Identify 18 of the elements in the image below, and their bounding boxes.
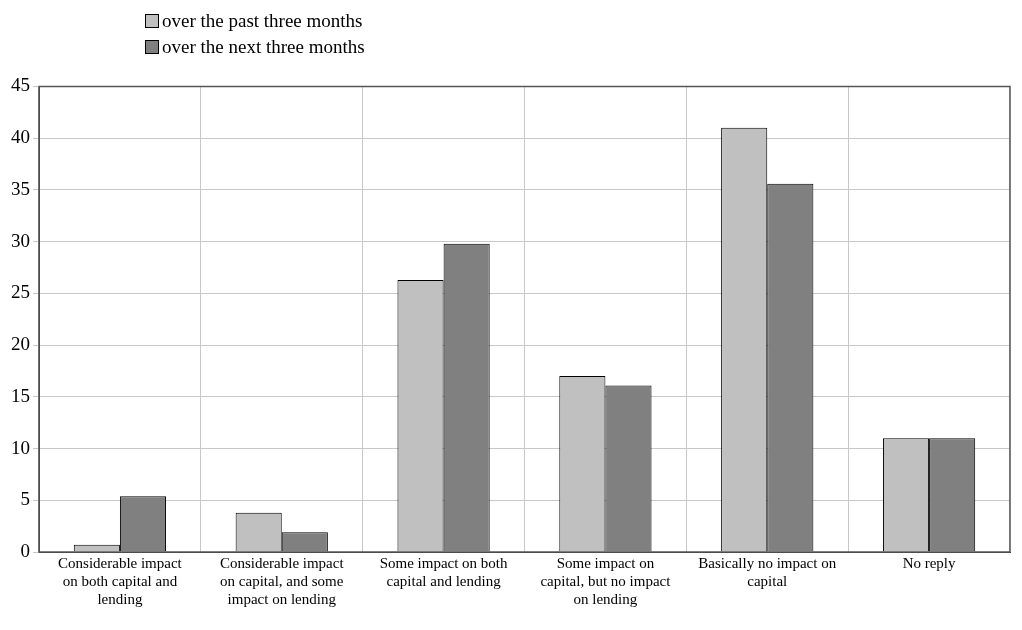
x-tick-label: No reply: [902, 554, 957, 571]
legend-label: over the next three months: [162, 35, 365, 59]
x-tick-label: Basically no impact on capital: [698, 554, 837, 589]
x-tick-label: Some impact on capital, but no impact on lending: [540, 554, 672, 607]
y-tick-label: 10: [11, 436, 30, 458]
x-tick-label: Considerable impact on both capital and lending: [58, 554, 183, 607]
y-tick-label: 45: [11, 74, 30, 96]
y-tick-label: 40: [11, 126, 30, 148]
y-tick-label: 15: [11, 384, 30, 406]
y-tick-label: 35: [11, 177, 30, 199]
y-tick-label: 0: [20, 539, 30, 561]
y-tick-label: 5: [20, 488, 30, 510]
x-tick-label: Some impact on both capital and lending: [379, 554, 509, 589]
y-tick-label: 30: [11, 229, 30, 251]
y-tick-label: 20: [11, 333, 30, 355]
y-tick-label: 25: [11, 281, 30, 303]
legend-label: over the past three months: [162, 9, 363, 33]
x-tick-label: Considerable impact on capital, and some impact on lending: [219, 554, 345, 607]
